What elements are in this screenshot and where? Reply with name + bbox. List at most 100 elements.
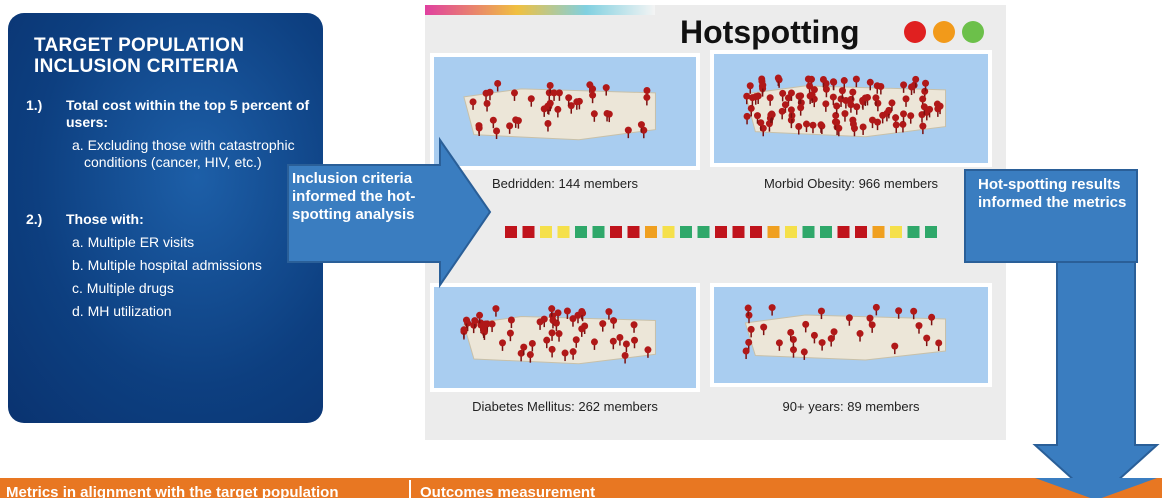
pin: [830, 78, 838, 86]
pin: [616, 334, 624, 342]
pin: [744, 304, 752, 312]
color-square: [855, 226, 867, 238]
pin: [554, 105, 562, 113]
pin: [779, 89, 787, 97]
pin: [643, 87, 651, 95]
pin: [891, 342, 899, 350]
pin: [908, 83, 916, 91]
pin: [575, 97, 583, 105]
pin: [822, 85, 830, 93]
dot: [933, 21, 955, 43]
color-square: [592, 226, 605, 238]
pin: [743, 112, 751, 120]
pin: [872, 94, 880, 102]
pin: [847, 101, 855, 109]
pin: [787, 89, 795, 97]
pin: [548, 329, 556, 337]
color-square: [802, 226, 815, 238]
pin: [565, 94, 573, 102]
pin: [840, 77, 848, 85]
pin: [630, 321, 638, 329]
pin: [808, 91, 816, 99]
sub-item: a. Multiple ER visits: [72, 234, 195, 250]
pin: [549, 316, 557, 324]
pin: [850, 124, 858, 132]
pin: [745, 311, 753, 319]
pin: [462, 316, 470, 324]
pin: [781, 101, 789, 109]
pin: [900, 81, 908, 89]
pin: [536, 318, 544, 326]
pin: [643, 93, 651, 101]
color-square: [697, 226, 710, 238]
pin: [774, 74, 782, 82]
sub-item: b. Multiple hospital admissions: [72, 257, 262, 273]
pin: [637, 121, 645, 129]
pin: [853, 103, 861, 111]
pin: [802, 320, 810, 328]
item-text: Total cost within the top 5 percent of u…: [66, 97, 310, 130]
pin: [766, 94, 774, 102]
criteria-item: 2.) Those with: a. Multiple ER visits b.…: [26, 211, 311, 320]
pin: [922, 79, 930, 87]
pin: [544, 120, 552, 128]
pin: [475, 124, 483, 132]
pin: [921, 87, 929, 95]
pin: [866, 78, 874, 86]
pin: [492, 305, 500, 313]
color-square: [627, 226, 640, 238]
pin: [926, 105, 934, 113]
map-caption: 90+ years: 89 members: [782, 399, 920, 414]
pin: [460, 326, 468, 334]
pin: [517, 349, 525, 357]
pin: [810, 86, 818, 94]
pin: [747, 104, 755, 112]
pin: [599, 320, 607, 328]
pin: [863, 93, 871, 101]
color-square: [662, 226, 675, 238]
pin: [849, 88, 857, 96]
pin: [757, 119, 765, 127]
pin: [520, 343, 528, 351]
color-square: [872, 226, 885, 238]
pin: [561, 349, 569, 357]
pin: [802, 120, 810, 128]
pin: [868, 116, 876, 124]
pin: [818, 339, 826, 347]
pin: [920, 103, 928, 111]
pin: [866, 314, 874, 322]
pin: [506, 329, 514, 337]
pin: [572, 336, 580, 344]
pin: [907, 112, 915, 120]
pin: [827, 335, 835, 343]
pin: [745, 338, 753, 346]
pin: [528, 339, 536, 347]
pin: [868, 321, 876, 329]
pin: [892, 114, 900, 122]
pin: [567, 102, 575, 110]
hotspotting-panel: Hotspotting Bedridden: 144 members Morbi…: [425, 5, 1006, 440]
pin: [589, 85, 597, 93]
color-square: [715, 226, 727, 238]
pin: [563, 307, 571, 315]
pin: [494, 79, 502, 87]
pin: [489, 116, 497, 124]
pin: [624, 126, 632, 134]
color-square: [750, 226, 762, 238]
callout-box: [964, 169, 1138, 263]
color-square: [907, 226, 920, 238]
color-square: [837, 226, 850, 238]
pin: [569, 348, 577, 356]
pin: [919, 95, 927, 103]
down-arrow: [1032, 261, 1160, 498]
footer-text: Metrics in alignment with the target pop…: [6, 484, 339, 498]
dot: [962, 21, 984, 43]
pin: [935, 339, 943, 347]
pin: [830, 328, 838, 336]
pin: [789, 336, 797, 344]
pin: [768, 110, 776, 118]
pin: [845, 314, 853, 322]
pin: [590, 110, 598, 118]
color-square: [540, 226, 552, 238]
